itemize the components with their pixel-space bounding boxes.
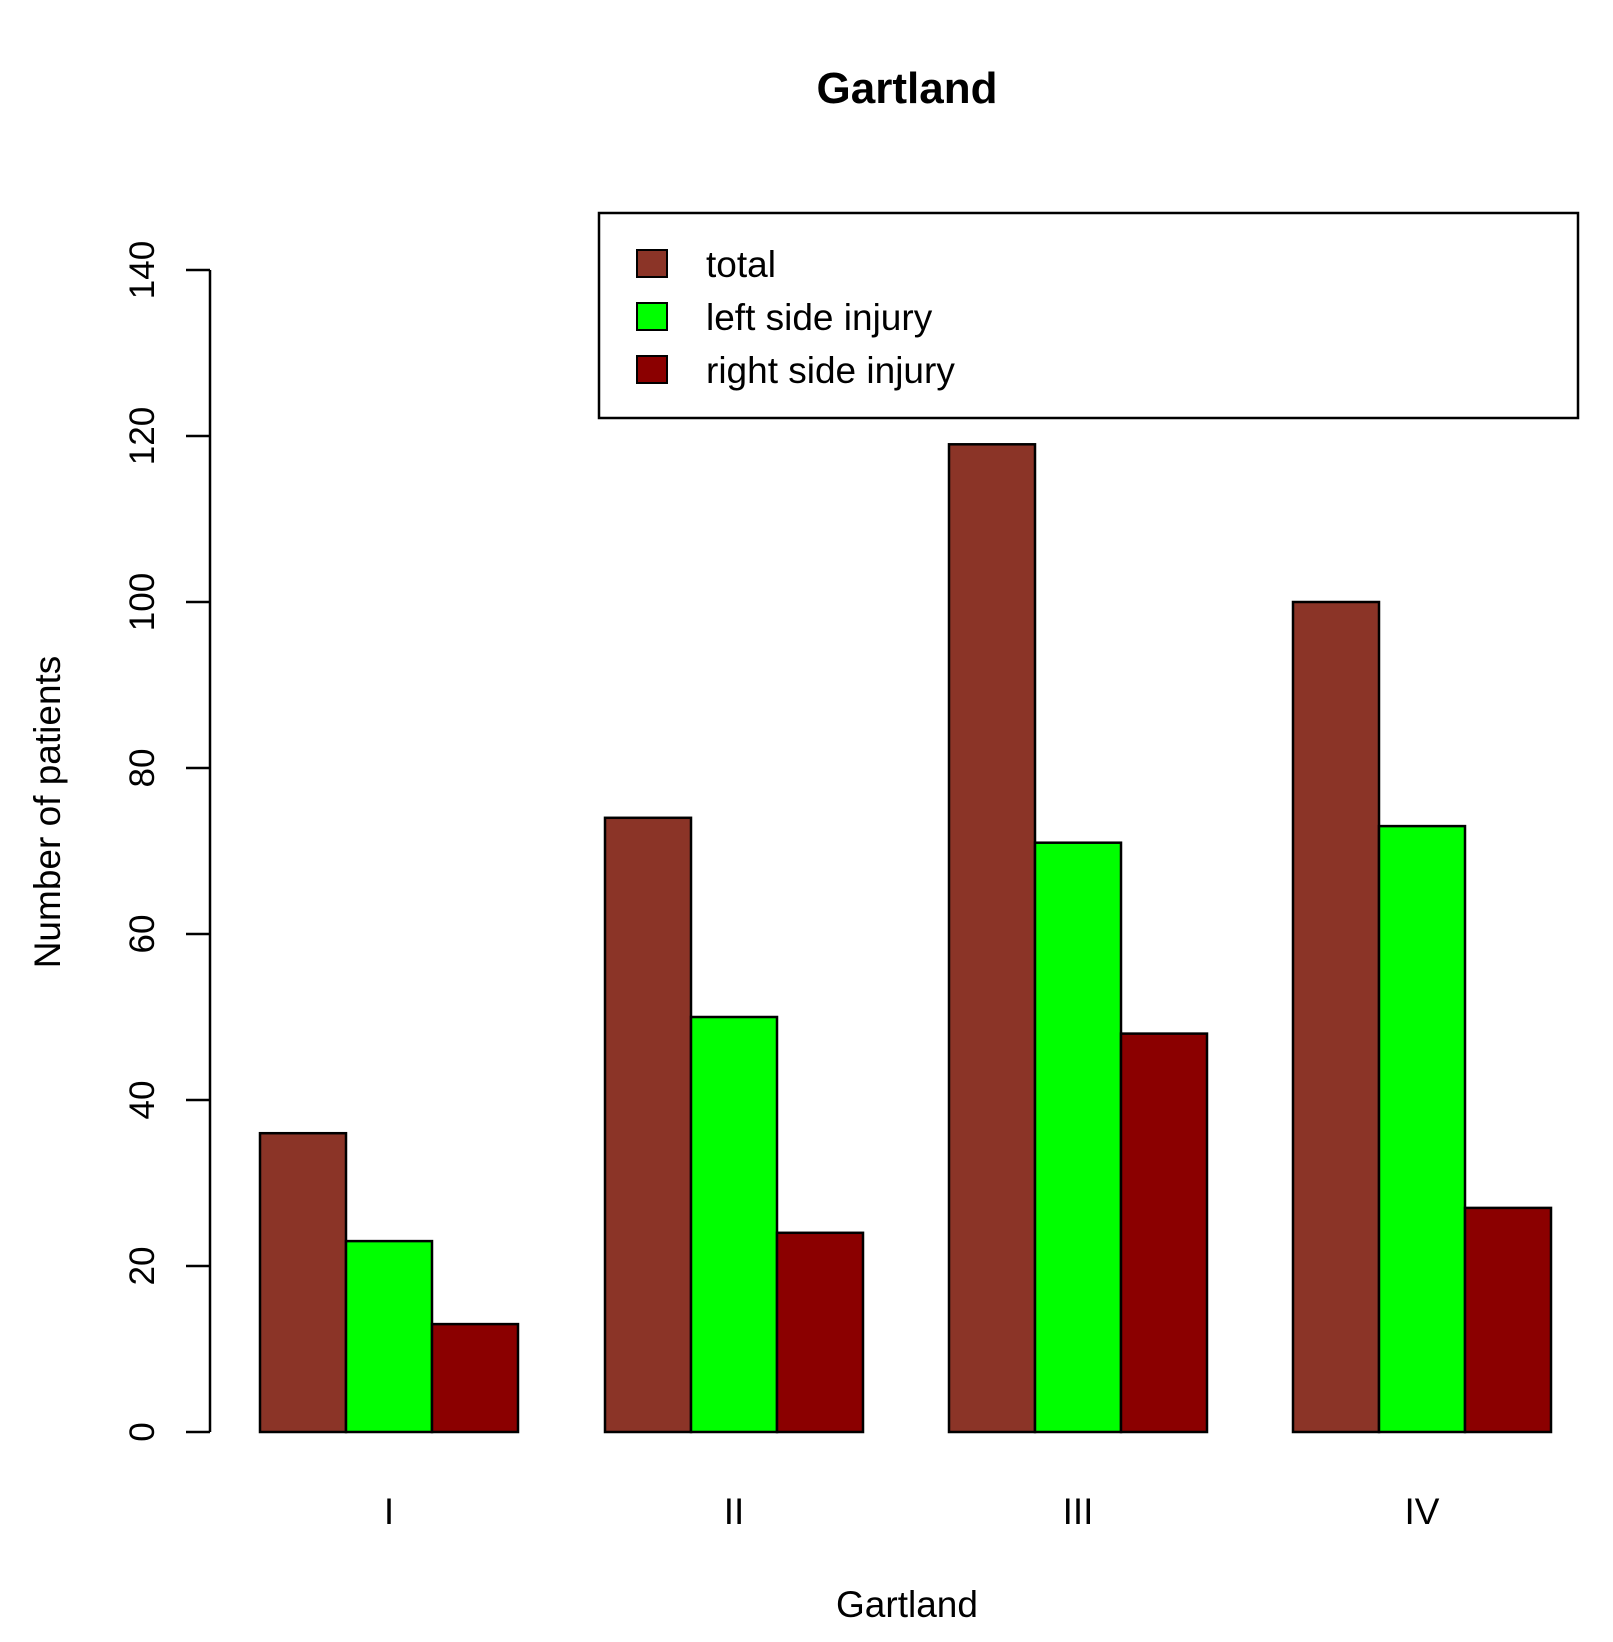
- bars-group: [258, 443, 1553, 1434]
- bar-left-side-injury-II: [689, 1015, 779, 1434]
- y-tick-label: 140: [123, 241, 162, 299]
- bar-total-III: [947, 443, 1037, 1434]
- bar-total-I: [258, 1131, 348, 1434]
- bar-right-side-injury-I: [430, 1322, 520, 1434]
- y-tick-label: 20: [123, 1247, 162, 1286]
- x-axis-category-labels: I II III IV: [384, 1491, 1440, 1532]
- legend-label: total: [706, 244, 776, 285]
- x-category-label: IV: [1405, 1491, 1440, 1532]
- x-category-label: II: [724, 1491, 745, 1532]
- y-tick-label: 0: [123, 1422, 162, 1441]
- y-tick-label: 120: [123, 407, 162, 465]
- x-category-label: I: [384, 1491, 394, 1532]
- bar-left-side-injury-I: [344, 1239, 434, 1434]
- bar-right-side-injury-II: [775, 1231, 865, 1434]
- bar-left-side-injury-III: [1033, 841, 1123, 1434]
- legend-swatch-right-side-injury: [636, 355, 668, 384]
- y-tick-label: 60: [123, 915, 162, 954]
- bar-right-side-injury-III: [1119, 1032, 1209, 1434]
- x-axis-label: Gartland: [836, 1584, 978, 1625]
- y-axis: 0 20 40 60 80 100 120 140: [123, 241, 212, 1442]
- bar-right-side-injury-IV: [1463, 1206, 1553, 1434]
- y-tick-label: 100: [123, 573, 162, 631]
- legend: total left side injury right side injury: [597, 211, 1580, 420]
- legend-swatch-total: [636, 249, 668, 278]
- legend-label: right side injury: [706, 350, 955, 391]
- x-category-label: III: [1063, 1491, 1094, 1532]
- legend-swatch-left-side-injury: [636, 302, 668, 331]
- y-axis-label: Number of patients: [27, 656, 68, 969]
- legend-box: [597, 211, 1580, 420]
- y-tick-label: 80: [123, 749, 162, 788]
- legend-label: left side injury: [706, 297, 933, 338]
- bar-total-IV: [1291, 600, 1381, 1434]
- chart-title: Gartland: [817, 64, 998, 113]
- y-tick-label: 40: [123, 1081, 162, 1120]
- bar-total-II: [603, 816, 693, 1434]
- bar-left-side-injury-IV: [1377, 824, 1467, 1434]
